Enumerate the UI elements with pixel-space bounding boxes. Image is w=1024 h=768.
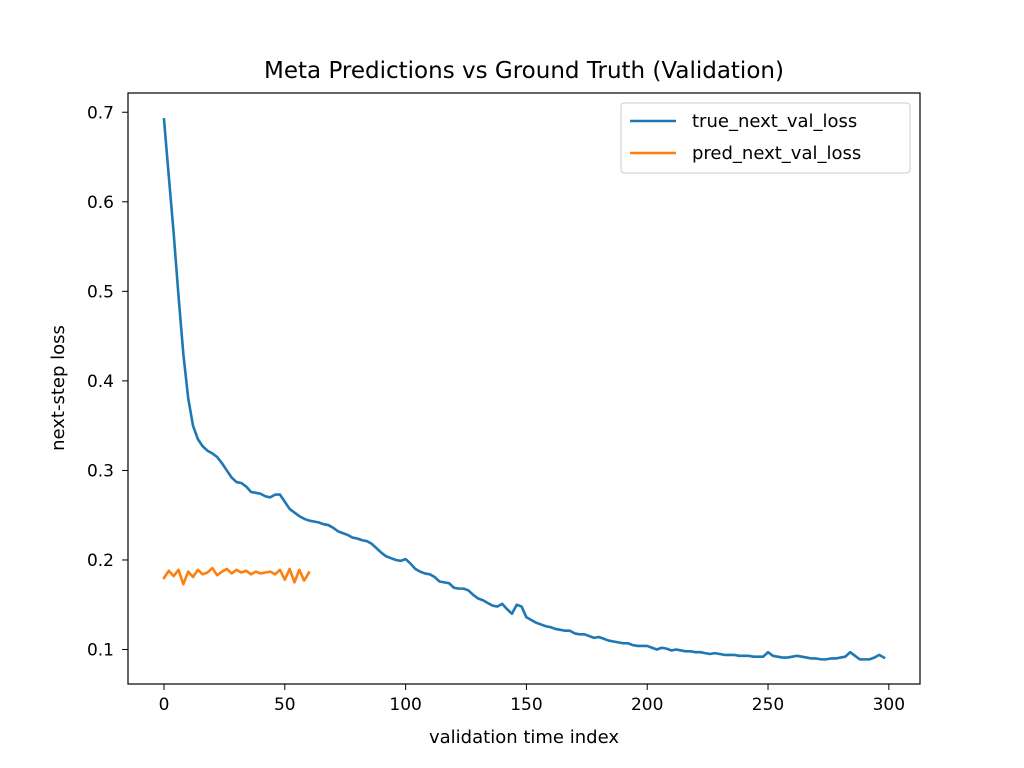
axis-ticks: 0 50 100 150 200 250 300 0.1 0.2 0.3 0.4 0.5 0.6 0.7 [87, 103, 905, 715]
y-tick-label: 0.6 [87, 193, 114, 213]
x-tick-label: 150 [510, 695, 542, 715]
x-tick-label: 100 [389, 695, 421, 715]
y-tick-label: 0.7 [87, 103, 114, 123]
x-tick-label: 0 [159, 695, 170, 715]
y-tick-label: 0.2 [87, 551, 114, 571]
series-line-1 [162, 566, 311, 586]
x-tick-label: 50 [274, 695, 296, 715]
y-tick-label: 0.4 [87, 372, 114, 392]
legend: true_next_val_loss pred_next_val_loss [620, 102, 911, 174]
x-tick-label: 250 [752, 695, 784, 715]
x-tick-label: 300 [873, 695, 905, 715]
plot-lines [162, 118, 886, 661]
x-axis-label: validation time index [429, 727, 619, 748]
y-tick-label: 0.5 [87, 282, 114, 302]
y-tick-label: 0.1 [87, 641, 114, 661]
chart-title: Meta Predictions vs Ground Truth (Valida… [264, 58, 784, 84]
plot-frame [127, 92, 921, 685]
legend-box [620, 102, 911, 174]
series-line-0 [162, 118, 886, 661]
x-tick-label: 200 [631, 695, 663, 715]
legend-label-pred: pred_next_val_loss [692, 143, 861, 164]
y-axis-label: next-step loss [48, 325, 69, 451]
y-tick-label: 0.3 [87, 461, 114, 481]
legend-label-true: true_next_val_loss [692, 111, 857, 132]
